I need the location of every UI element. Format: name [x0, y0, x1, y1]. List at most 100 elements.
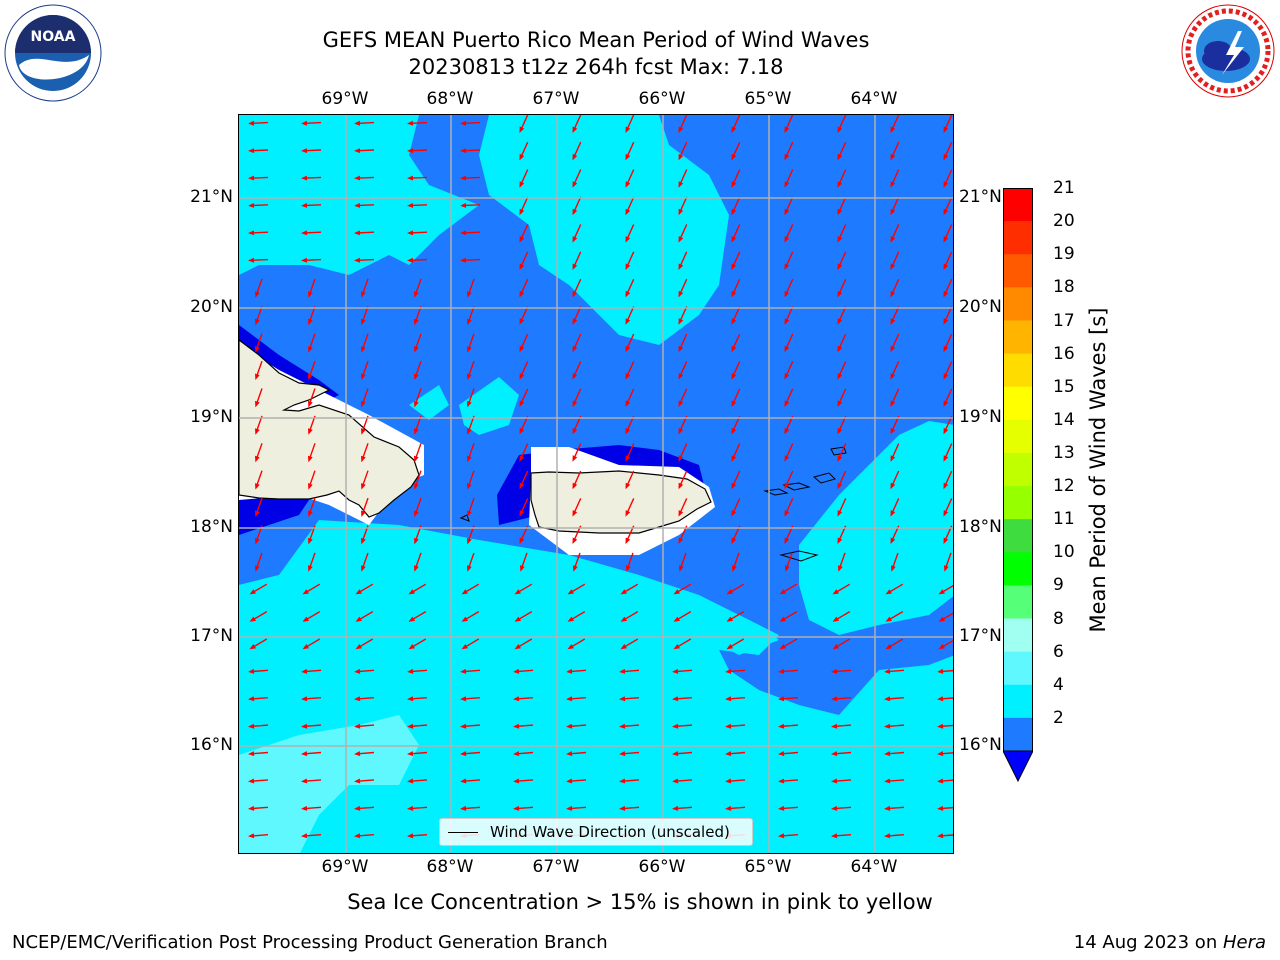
wave-direction-arrowhead: [938, 644, 945, 650]
wave-direction-arrowhead: [513, 778, 520, 784]
wave-direction-arrowhead: [725, 668, 732, 674]
wave-direction-arrowhead: [467, 510, 472, 517]
wave-direction-arrowhead: [301, 257, 308, 263]
wave-direction-arrowhead: [301, 778, 308, 784]
wave-direction-arrowhead: [884, 833, 891, 839]
colorbar-segment: [1003, 486, 1033, 520]
wave-direction-arrowhead: [678, 263, 684, 270]
wave-direction-arrowhead: [361, 373, 366, 380]
wave-direction-arrowhead: [890, 345, 896, 353]
wave-direction-arrowhead: [890, 153, 896, 161]
wave-direction-arrowhead: [354, 833, 361, 839]
wave-direction-arrowhead: [248, 696, 255, 702]
colorbar-tick-label: 18: [1053, 277, 1075, 298]
wave-direction-arrowhead: [461, 644, 468, 650]
wave-direction-arrowhead: [566, 805, 573, 811]
wave-direction-arrowhead: [890, 537, 896, 544]
colorbar-title: Mean Period of Wind Waves [s]: [1086, 307, 1110, 633]
wave-direction-arrowhead: [301, 230, 308, 236]
wave-direction-arrowhead: [726, 616, 733, 622]
wave-direction-arrowhead: [302, 589, 309, 595]
wave-direction-arrowhead: [837, 153, 843, 161]
colorbar-under-arrow: [1003, 750, 1033, 783]
wave-direction-arrowhead: [460, 668, 467, 674]
wave-direction-arrowhead: [572, 373, 578, 380]
wave-direction-arrowhead: [837, 263, 843, 270]
wave-direction-arrowhead: [943, 208, 949, 216]
wave-direction-arrowhead: [255, 483, 260, 490]
wave-direction-arrowhead: [361, 455, 366, 463]
wave-direction-arrowhead: [837, 208, 843, 216]
wave-direction-arrowhead: [354, 230, 361, 236]
wave-direction-arrowhead: [625, 482, 631, 490]
wave-direction-arrowhead: [566, 723, 573, 729]
wave-direction-arrowhead: [673, 644, 680, 650]
wave-direction-arrowhead: [672, 668, 679, 674]
colorbar-tick-label: 6: [1053, 641, 1064, 662]
wave-direction-arrowhead: [678, 455, 684, 462]
wave-direction-arrowhead: [943, 236, 949, 243]
lon-label: 68°W: [426, 857, 474, 877]
wave-direction-arrowhead: [414, 346, 419, 353]
wave-direction-arrowhead: [937, 833, 944, 839]
wave-direction-arrowhead: [414, 318, 419, 326]
wave-direction-arrowhead: [625, 236, 631, 243]
wave-direction-arrowhead: [673, 589, 680, 595]
colorbar-tick-label: 12: [1053, 476, 1075, 497]
wave-direction-arrowhead: [255, 510, 260, 517]
wave-direction-arrowhead: [625, 208, 631, 216]
lat-label: 21°N: [190, 187, 233, 207]
wave-direction-arrowhead: [890, 318, 896, 325]
wave-direction-arrowhead: [778, 723, 785, 729]
colorbar-segment: [1003, 188, 1033, 222]
wave-direction-arrowhead: [407, 751, 414, 757]
wave-direction-arrowhead: [308, 291, 313, 298]
colorbar-segment: [1003, 552, 1033, 586]
wave-direction-arrowhead: [513, 668, 520, 674]
map-panel: [238, 114, 954, 854]
wave-direction-arrowhead: [725, 696, 732, 702]
wave-direction-arrowhead: [255, 428, 260, 435]
wave-direction-arrowhead: [619, 723, 626, 729]
wave-direction-arrowhead: [731, 236, 737, 243]
wave-direction-arrowhead: [885, 644, 892, 650]
wave-direction-arrowhead: [308, 318, 313, 326]
wave-direction-arrowhead: [255, 565, 260, 572]
wave-direction-arrowhead: [731, 181, 737, 188]
wave-direction-arrowhead: [891, 565, 896, 572]
wave-direction-arrowhead: [890, 181, 896, 188]
wave-direction-arrowhead: [461, 616, 468, 622]
colorbar-segment: [1003, 585, 1033, 620]
wave-direction-arrowhead: [407, 257, 414, 263]
wave-direction-arrowhead: [678, 318, 684, 325]
chart-subtitle: 20230813 t12z 264h fcst Max: 7.18: [408, 55, 784, 79]
wave-direction-arrowhead: [784, 537, 790, 544]
wave-direction-arrowhead: [884, 805, 891, 811]
wave-direction-arrowhead: [731, 290, 737, 298]
colorbar-tick-label: 2: [1053, 707, 1064, 728]
lon-label: 64°W: [850, 857, 898, 877]
wave-direction-arrowhead: [625, 455, 631, 462]
wave-direction-arrowhead: [467, 455, 472, 463]
wave-direction-arrowhead: [467, 373, 472, 380]
lat-label: 20°N: [190, 297, 233, 317]
wave-direction-arrowhead: [937, 751, 944, 757]
wave-direction-arrowhead: [355, 589, 362, 595]
legend-label: Wind Wave Direction (unscaled): [490, 823, 730, 841]
wave-direction-arrowhead: [784, 400, 790, 407]
wave-direction-arrowhead: [943, 318, 949, 325]
colorbar-tick-label: 19: [1053, 244, 1075, 265]
wave-direction-arrowhead: [785, 565, 790, 572]
wave-direction-arrowhead: [890, 400, 896, 407]
wave-direction-arrowhead: [943, 510, 949, 517]
wave-direction-arrowhead: [678, 208, 684, 216]
wave-direction-arrowhead: [248, 230, 255, 236]
noaa-logo: NOAA: [4, 4, 102, 102]
wave-direction-arrowhead: [832, 644, 839, 650]
wave-direction-arrowhead: [885, 589, 892, 595]
wave-direction-arrowhead: [572, 510, 578, 517]
wave-direction-arrowhead: [779, 616, 786, 622]
lon-label: 67°W: [532, 857, 580, 877]
wave-direction-arrowhead: [572, 153, 578, 161]
wave-direction-arrowhead: [619, 805, 626, 811]
